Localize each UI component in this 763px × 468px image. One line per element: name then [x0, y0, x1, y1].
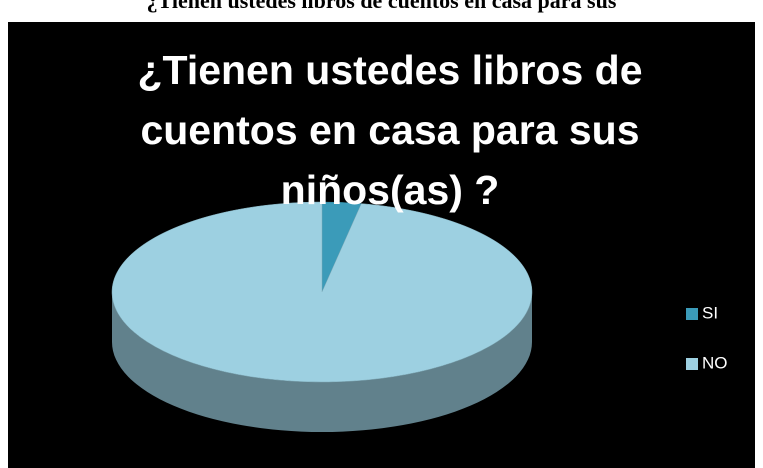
caption: ¿Tienen ustedes libros de cuentos en cas…	[146, 0, 617, 13]
chart-title: ¿Tienen ustedes libros de cuentos en cas…	[137, 47, 643, 213]
legend-swatch	[686, 308, 698, 320]
pie-slice	[111, 201, 533, 383]
legend-swatch	[686, 358, 698, 370]
legend-label: NO	[702, 353, 728, 372]
pie-side	[112, 292, 532, 432]
chart: SI NO	[111, 201, 728, 432]
chart-area: SI NO ¿Tienen ustedes libros de cuentos e…	[8, 22, 755, 468]
legend-label: SI	[702, 303, 718, 322]
